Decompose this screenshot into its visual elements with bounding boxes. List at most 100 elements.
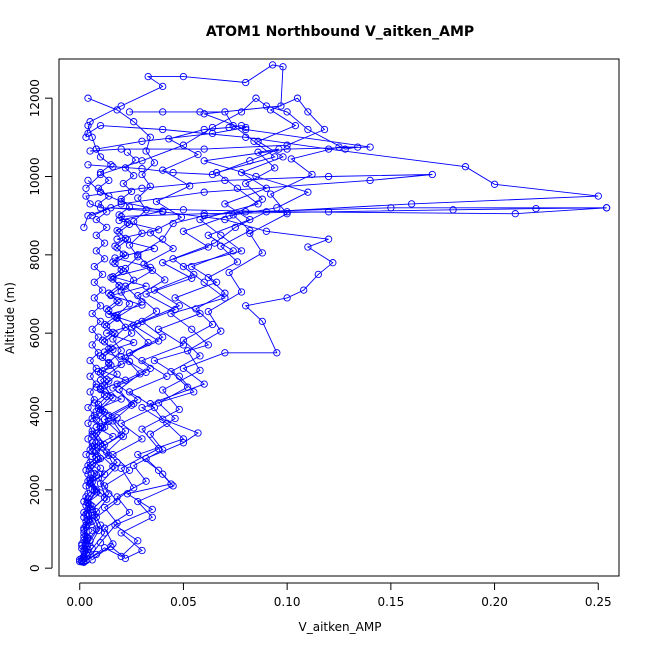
data-point (90, 262, 98, 271)
data-point (117, 145, 125, 153)
data-point (96, 439, 105, 448)
data-point (134, 396, 142, 404)
data-point (84, 161, 92, 169)
x-tick-label: 0.10 (274, 595, 301, 609)
series-line (85, 97, 358, 560)
data-point (221, 215, 229, 224)
data-point (167, 480, 175, 488)
data-point (111, 464, 119, 472)
data-point (115, 216, 123, 225)
data-point (159, 446, 167, 454)
data-point (96, 188, 105, 196)
data-point (208, 123, 217, 132)
data-point (154, 325, 163, 333)
data-point (163, 372, 171, 380)
data-point (217, 231, 225, 239)
data-point (103, 495, 111, 503)
data-point (324, 172, 333, 181)
data-point (84, 403, 92, 412)
data-point (100, 408, 109, 416)
data-point (98, 286, 107, 294)
data-point (125, 357, 134, 366)
data-point (84, 435, 92, 443)
data-point (246, 215, 254, 224)
data-point (96, 369, 105, 377)
data-point (88, 556, 96, 564)
series-11 (82, 108, 279, 565)
data-point (169, 482, 177, 490)
series-layer (76, 61, 611, 566)
data-point (80, 497, 88, 506)
data-point (96, 170, 105, 179)
data-point (125, 241, 134, 249)
data-point (428, 170, 436, 179)
data-point (142, 477, 150, 485)
data-point (190, 270, 198, 279)
data-point (200, 188, 208, 196)
data-point (140, 260, 148, 268)
data-point (92, 513, 100, 521)
data-point (96, 168, 105, 177)
data-point (271, 164, 279, 172)
data-point (277, 102, 285, 110)
data-point (250, 137, 258, 145)
data-point (159, 108, 167, 116)
data-point (134, 194, 142, 202)
data-point (366, 143, 374, 151)
series-10 (78, 204, 611, 566)
data-point (190, 388, 198, 396)
data-point (113, 106, 121, 114)
data-point (304, 243, 312, 251)
data-point (268, 61, 277, 69)
data-point (136, 370, 144, 378)
data-point (231, 223, 239, 232)
data-point (109, 540, 117, 548)
data-point (221, 200, 229, 208)
data-point (179, 336, 188, 344)
data-point (109, 163, 117, 171)
data-point (154, 226, 163, 234)
data-point (212, 168, 221, 177)
data-point (134, 320, 142, 328)
data-point (142, 282, 150, 290)
data-point (532, 204, 540, 213)
data-point (246, 226, 254, 235)
data-point (84, 176, 92, 185)
data-point (194, 150, 202, 159)
data-point (304, 188, 312, 196)
data-point (103, 208, 111, 216)
data-point (237, 108, 246, 116)
data-point (117, 102, 125, 110)
data-point (144, 72, 152, 81)
data-point (159, 333, 167, 341)
data-point (273, 349, 281, 357)
data-point (449, 206, 457, 214)
data-point (105, 306, 113, 315)
data-point (188, 262, 196, 271)
data-point (134, 450, 142, 459)
data-point (233, 258, 242, 266)
data-point (88, 325, 96, 333)
data-point (242, 125, 250, 134)
series-14 (80, 176, 167, 562)
data-point (246, 157, 254, 165)
data-point (105, 310, 113, 319)
data-point (304, 125, 312, 134)
data-point (192, 305, 200, 313)
series-line (83, 180, 163, 559)
data-point (275, 145, 283, 153)
data-point (94, 200, 103, 208)
data-point (233, 184, 242, 192)
data-point (113, 493, 121, 501)
data-point (167, 309, 175, 318)
data-point (167, 367, 175, 376)
data-point (84, 212, 92, 220)
data-point (188, 274, 196, 282)
data-point (242, 302, 250, 310)
data-point (115, 385, 123, 394)
data-point (82, 192, 90, 200)
data-point (125, 300, 134, 308)
data-point (262, 227, 271, 235)
data-point (208, 129, 217, 138)
data-point (200, 145, 208, 153)
